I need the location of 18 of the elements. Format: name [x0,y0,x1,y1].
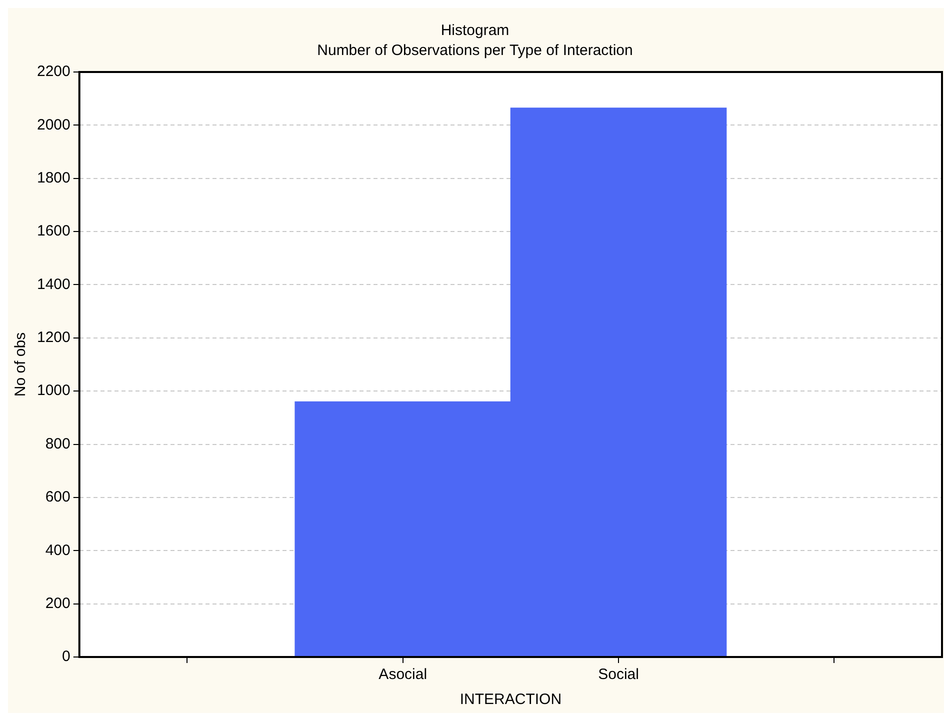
x-tick-label: Social [598,666,639,684]
y-tick-label: 1600 [36,222,70,240]
y-tick-label: 0 [62,648,70,666]
y-tick-label: 2200 [36,63,70,80]
y-tick-label: 600 [45,488,70,506]
y-tick-label: 1400 [36,276,70,293]
x-tick-label: Asocial [378,666,428,684]
y-axis-title: No of obs [12,332,30,397]
y-tick-label: 2000 [36,116,70,134]
x-axis-title: INTERACTION [460,691,562,708]
y-tick-label: 800 [45,435,70,452]
y-tick-label: 200 [45,594,70,612]
y-tick-label: 1800 [36,170,70,187]
y-tick-label: 1000 [36,382,70,400]
chart-subtitle: Number of Observations per Type of Interaction [317,42,633,60]
y-tick-label: 400 [45,542,70,559]
y-tick-label: 1200 [36,329,70,346]
chart-title: Histogram [440,22,510,40]
